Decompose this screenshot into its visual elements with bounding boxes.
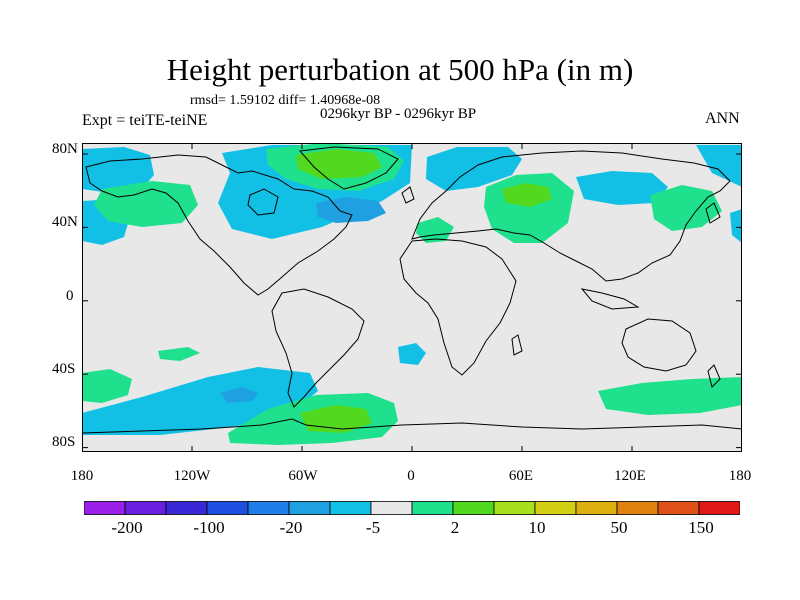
field-pos-core-greenland [296,149,382,179]
field-neg-alaska-west [82,147,154,193]
coast-africa [399,238,517,376]
field-neg-east-asia [696,145,742,187]
colorbar-box [534,501,577,515]
lon-label-0: 0 [407,468,415,484]
experiment-label: Expt = teiTE-teiNE [82,112,208,129]
coast-british-isles [401,186,415,204]
colorbar-box [329,501,372,515]
coast-new-zealand [707,364,721,388]
lon-label-60e: 60E [508,468,534,484]
colorbar-box [206,501,249,515]
field-neg-siberia [576,171,668,205]
colorbar-box [84,501,126,515]
coast-north-america [85,154,353,296]
colorbar-label-6: 10 [528,518,546,537]
lon-label-180-west: 180 [70,468,94,484]
coast-madagascar [511,334,523,356]
field-pos-core-central-asia [502,183,552,207]
perturbation-fields [82,143,742,445]
colorbar-label-1: -200 [111,518,143,537]
lat-label-40s: 40S [52,361,76,377]
field-pos-south-pacific-west [82,369,132,403]
colorbar-label-3: -20 [279,518,303,537]
colorbar-box [657,501,700,515]
colorbar-label-2: -100 [193,518,225,537]
plot-title: Height perturbation at 500 hPa (in m) [166,52,634,87]
field-neg-core-southern [220,387,258,403]
colorbar-box [165,501,208,515]
colorbar-label-8: 150 [688,518,714,537]
colorbar-box [493,501,536,515]
field-pos-north-pacific [94,181,198,227]
colorbar-box [370,501,413,515]
field-pos-south-pacific-small [158,347,200,361]
lon-label-120w: 120W [173,468,211,484]
colorbar-box [288,501,331,515]
world-map-plot [82,143,742,452]
colorbar-label-4: -5 [365,518,381,537]
colorbar [84,501,740,515]
lat-label-80s: 80S [52,434,76,450]
colorbar-box [411,501,454,515]
colorbar-box [247,501,290,515]
field-pos-japan [650,185,722,231]
colorbar-box [616,501,659,515]
lat-label-equator: 0 [66,288,74,304]
field-neg-pacific-east [730,209,742,243]
coast-hudson-bay [247,188,279,216]
colorbar-box [452,501,495,515]
coast-eurasia [411,150,731,282]
colorbar-label-7: 50 [610,518,628,537]
colorbar-box [698,501,740,515]
field-pos-south-indian [598,377,742,415]
coast-australia [621,318,697,372]
coast-antarctica [82,418,742,434]
colorbar-box [575,501,618,515]
lon-label-180-east: 180 [728,468,752,484]
rmsd-diff-stats: rmsd= 1.59102 diff= 1.40968e-08 [190,93,381,108]
coast-south-america [271,288,365,408]
axis-ticks [82,143,742,452]
lat-label-40n: 40N [52,214,78,230]
colorbar-boxes [84,501,740,515]
lon-label-120e: 120E [614,468,646,484]
lon-label-60w: 60W [288,468,318,484]
season-label: ANN [705,110,740,127]
coast-japan [705,202,721,224]
field-neg-south-atlantic [398,343,426,365]
colorbar-label-5: 2 [450,518,460,537]
coastlines [82,146,742,434]
colorbar-box [124,501,167,515]
time-period-label: 0296kyr BP - 0296kyr BP [320,106,477,122]
coast-indonesia [580,288,640,310]
lat-label-80n: 80N [52,141,78,157]
coast-greenland [298,146,399,190]
